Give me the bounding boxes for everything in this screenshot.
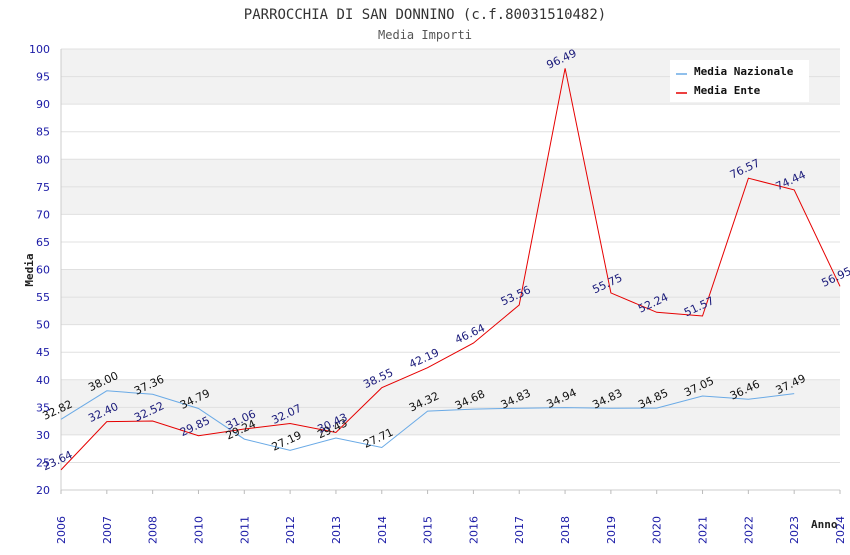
y-tick-label: 40 (36, 374, 50, 387)
x-tick-label: 2013 (330, 516, 343, 544)
y-tick-label: 35 (36, 401, 50, 414)
x-tick-label: 2017 (513, 516, 526, 544)
y-tick-label: 95 (36, 71, 50, 84)
x-tick-label: 2024 (834, 516, 847, 544)
y-tick-label: 25 (36, 456, 50, 469)
legend: Media Nazionale Media Ente (670, 60, 809, 102)
x-tick-label: 2010 (192, 516, 205, 544)
x-tick-label: 2022 (742, 516, 755, 544)
y-tick-label: 65 (36, 236, 50, 249)
series-lines (60, 68, 841, 471)
y-axis-label: Media (23, 253, 36, 286)
legend-label-media-ente: Media Ente (694, 84, 761, 97)
y-tick-label: 30 (36, 429, 50, 442)
x-tick-label: 2021 (697, 516, 710, 544)
x-tick-label: 2020 (651, 516, 664, 544)
y-tick-label: 45 (36, 346, 50, 359)
legend-label-media-nazionale: Media Nazionale (694, 65, 794, 78)
x-tick-label: 2007 (101, 516, 114, 544)
chart-title: PARROCCHIA DI SAN DONNINO (c.f.800315104… (244, 7, 606, 23)
y-tick-label: 55 (36, 291, 50, 304)
x-tick-label: 2016 (467, 516, 480, 544)
x-axis-label: Anno (811, 518, 838, 531)
y-tick-label: 50 (36, 319, 50, 332)
y-tick-label: 20 (36, 484, 50, 497)
axis-ticks: 20 25 30 35 40 45 50 55 60 65 70 75 80 85 90 95 100 2006 2… (29, 43, 847, 544)
series-line-media-nazionale (60, 390, 795, 451)
x-tick-label: 2006 (55, 516, 68, 544)
y-tick-label: 75 (36, 181, 50, 194)
x-tick-label: 2018 (559, 516, 572, 544)
y-tick-label: 60 (36, 264, 50, 277)
x-tick-label: 2014 (376, 516, 389, 544)
x-tick-label: 2015 (422, 516, 435, 544)
chart-subtitle: Media Importi (378, 28, 472, 42)
y-tick-label: 70 (36, 208, 50, 221)
x-tick-label: 2008 (147, 516, 160, 544)
x-tick-label: 2019 (605, 516, 618, 544)
y-tick-label: 90 (36, 98, 50, 111)
x-tick-label: 2023 (788, 516, 801, 544)
series-line-media-ente (60, 68, 841, 471)
y-tick-label: 80 (36, 153, 50, 166)
gridlines (60, 48, 840, 491)
x-tick-label: 2012 (284, 516, 297, 544)
y-tick-label: 100 (29, 43, 50, 56)
x-tick-label: 2011 (238, 516, 251, 544)
legend-box (670, 60, 809, 102)
y-tick-label: 85 (36, 126, 50, 139)
